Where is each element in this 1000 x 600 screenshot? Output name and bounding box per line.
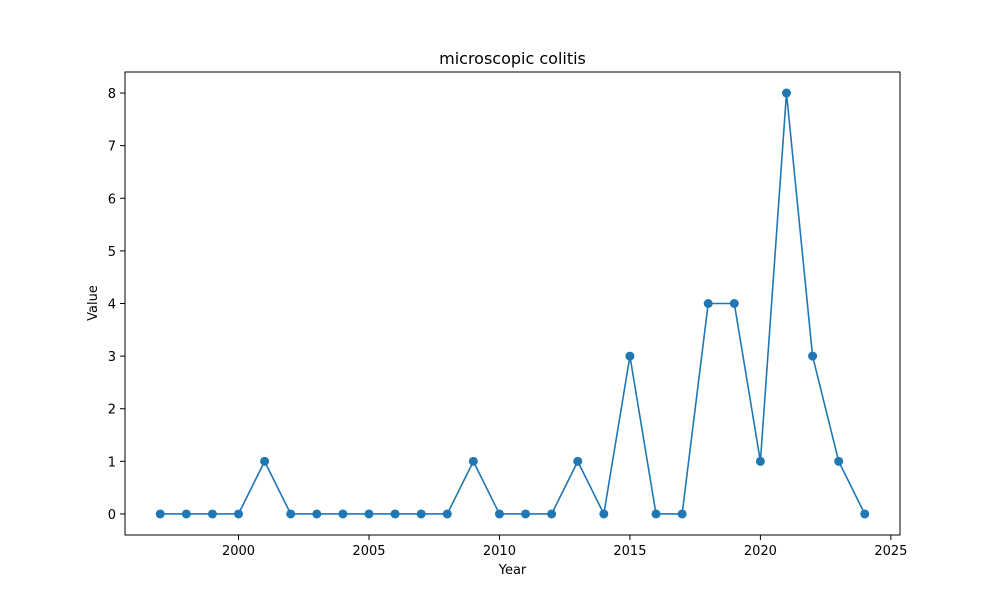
data-point-2017 [677,509,687,519]
data-point-2011 [521,509,531,519]
data-point-2020 [755,456,765,466]
x-tick-label-2020: 2020 [744,544,777,559]
series-line-0 [160,92,866,515]
data-point-2005 [364,509,374,519]
y-tick-label-8: 8 [108,87,116,102]
y-tick-label-6: 6 [108,192,116,207]
x-tick-label-2015: 2015 [613,544,646,559]
data-point-2009 [468,456,478,466]
y-tick-label-7: 7 [108,140,116,155]
data-point-2022 [808,351,818,361]
data-point-2023 [834,456,844,466]
y-tick-label-2: 2 [108,403,116,418]
x-tick-label-2005: 2005 [352,544,385,559]
data-point-2004 [338,509,348,519]
y-tick-label-1: 1 [108,455,116,470]
x-tick-label-2025: 2025 [874,544,907,559]
plot-area: 2000 2005 2010 2015 2020 2025 0 1 2 3 4 5 6 7 8 [108,71,907,559]
data-point-1998 [181,509,191,519]
data-point-1997 [155,509,165,519]
chart-title: microscopic colitis [439,49,586,68]
data-point-2015 [625,351,635,361]
data-point-2021 [781,88,791,98]
data-point-1999 [207,509,217,519]
data-point-2010 [494,509,504,519]
data-point-2014 [599,509,609,519]
data-point-2024 [860,509,870,519]
data-point-2012 [547,509,557,519]
y-tick-label-3: 3 [108,350,116,365]
data-point-2019 [729,299,739,308]
data-point-2016 [651,509,661,519]
data-point-2001 [260,456,270,466]
data-point-2008 [442,509,452,519]
data-point-2006 [390,509,400,519]
y-tick-label-4: 4 [108,298,116,313]
y-axis-label: Value [86,285,101,321]
x-axis-label: Year [498,563,527,578]
data-point-2018 [703,299,713,308]
x-tick-label-2000: 2000 [222,544,255,559]
data-point-2003 [312,509,322,519]
y-tick-label-0: 0 [108,508,116,523]
data-point-2000 [234,509,244,519]
x-tick-label-2010: 2010 [483,544,516,559]
y-tick-label-5: 5 [108,245,116,260]
data-point-2002 [286,509,296,519]
data-point-2013 [573,456,583,466]
data-point-2007 [416,509,426,519]
